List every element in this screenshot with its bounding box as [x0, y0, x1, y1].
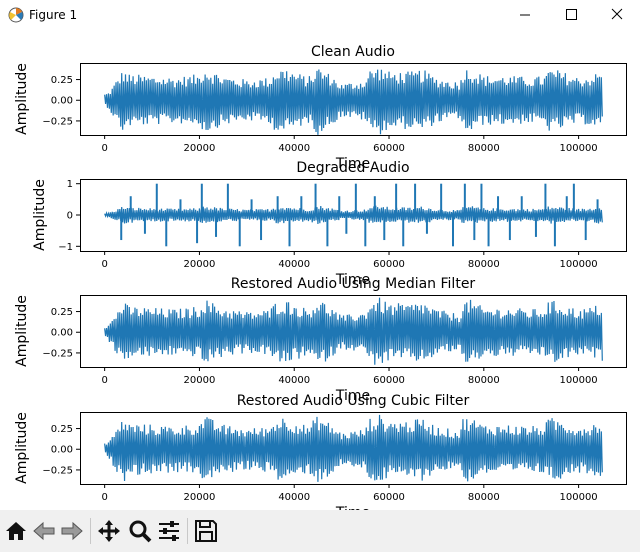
y-tick-label: 0.25 [51, 75, 73, 86]
y-tick-label: 0 [67, 211, 73, 222]
subplot-1: Clean Audio 0 20000 40000 60000 80000 100000 0.… [14, 44, 627, 172]
y-tick-label: −0.25 [42, 465, 73, 476]
axes-frame [80, 295, 627, 368]
x-tick-label: 20000 [184, 375, 216, 386]
configure-subplots-button[interactable] [156, 518, 182, 544]
y-axis-label: Amplitude [14, 412, 30, 484]
axes-frame [80, 63, 627, 136]
y-tick-label: −1 [58, 242, 73, 253]
x-tick-label: 100000 [560, 492, 598, 503]
close-button[interactable] [594, 0, 640, 30]
x-axis-label: Time [335, 272, 370, 288]
subplots-config-icon [159, 521, 179, 541]
y-tick-label: 0.00 [51, 96, 73, 107]
minimize-icon [520, 14, 530, 16]
toolbar-separator [90, 518, 91, 544]
home-button[interactable] [3, 518, 29, 544]
axes-frame [80, 179, 627, 252]
x-tick-label: 80000 [468, 492, 500, 503]
x-axis-label: Time [335, 388, 370, 404]
x-tick-label: 60000 [373, 259, 405, 270]
axes-frame [80, 412, 627, 485]
subplot-title: Restored Audio Using Median Filter [231, 276, 476, 292]
minimize-button[interactable] [502, 0, 548, 30]
x-tick-label: 60000 [373, 375, 405, 386]
subplot-3: Restored Audio Using Median Filter 0 20000… [14, 276, 627, 404]
x-tick-label: 0 [101, 143, 107, 154]
y-tick-label: 1 [67, 179, 73, 190]
navigation-toolbar [0, 510, 640, 552]
x-tick-label: 20000 [184, 492, 216, 503]
toolbar-separator [187, 518, 188, 544]
maximize-button[interactable] [548, 0, 594, 30]
waveform-line [104, 414, 603, 482]
x-tick-label: 80000 [468, 143, 500, 154]
window-titlebar: Figure 1 [0, 0, 640, 30]
pan-button[interactable] [96, 518, 122, 544]
x-tick-label: 80000 [468, 259, 500, 270]
window-title: Figure 1 [29, 8, 78, 22]
matplotlib-icon [8, 7, 24, 23]
forward-button[interactable] [59, 518, 85, 544]
close-icon [611, 8, 623, 20]
waveform-line [104, 205, 603, 225]
zoom-icon [129, 520, 152, 543]
y-tick-label: −0.25 [42, 116, 73, 127]
x-tick-label: 80000 [468, 375, 500, 386]
waveform-line [104, 297, 603, 365]
maximize-icon [566, 9, 577, 20]
x-tick-label: 100000 [560, 143, 598, 154]
x-tick-label: 40000 [278, 143, 310, 154]
zoom-button[interactable] [127, 518, 153, 544]
home-icon [6, 522, 26, 540]
x-tick-label: 40000 [278, 259, 310, 270]
save-icon [195, 520, 217, 542]
x-tick-label: 0 [101, 259, 107, 270]
x-tick-label: 0 [101, 375, 107, 386]
y-tick-label: −0.25 [42, 348, 73, 359]
y-tick-label: 0.00 [51, 445, 73, 456]
x-tick-label: 60000 [373, 492, 405, 503]
x-tick-label: 40000 [278, 375, 310, 386]
x-axis-label: Time [335, 156, 370, 172]
pan-icon [98, 520, 120, 542]
y-axis-label: Amplitude [32, 179, 48, 251]
x-tick-label: 40000 [278, 492, 310, 503]
subplot-title: Degraded Audio [296, 160, 409, 176]
back-button[interactable] [31, 518, 57, 544]
figure-canvas: Clean Audio 0 20000 40000 60000 80000 100000 0.… [0, 30, 640, 521]
x-tick-label: 100000 [560, 375, 598, 386]
subplot-4: Restored Audio Using Cubic Filter 0 20000 4… [14, 393, 627, 521]
x-tick-label: 100000 [560, 259, 598, 270]
subplot-title: Clean Audio [311, 44, 395, 60]
y-tick-label: 0.25 [51, 307, 73, 318]
forward-arrow-icon [61, 521, 83, 541]
x-tick-label: 20000 [184, 259, 216, 270]
x-tick-label: 60000 [373, 143, 405, 154]
back-arrow-icon [33, 521, 55, 541]
x-tick-label: 20000 [184, 143, 216, 154]
y-axis-label: Amplitude [14, 63, 30, 135]
figure-svg: Clean Audio 0 20000 40000 60000 80000 100000 0.… [14, 44, 627, 521]
x-tick-label: 0 [101, 492, 107, 503]
subplot-title: Restored Audio Using Cubic Filter [237, 393, 470, 409]
subplot-2: Degraded Audio 0 20000 40000 60000 80000 10000… [32, 160, 627, 288]
y-axis-label: Amplitude [14, 295, 30, 367]
y-tick-label: 0.00 [51, 328, 73, 339]
waveform-line [104, 69, 603, 135]
y-tick-label: 0.25 [51, 424, 73, 435]
save-button[interactable] [193, 518, 219, 544]
